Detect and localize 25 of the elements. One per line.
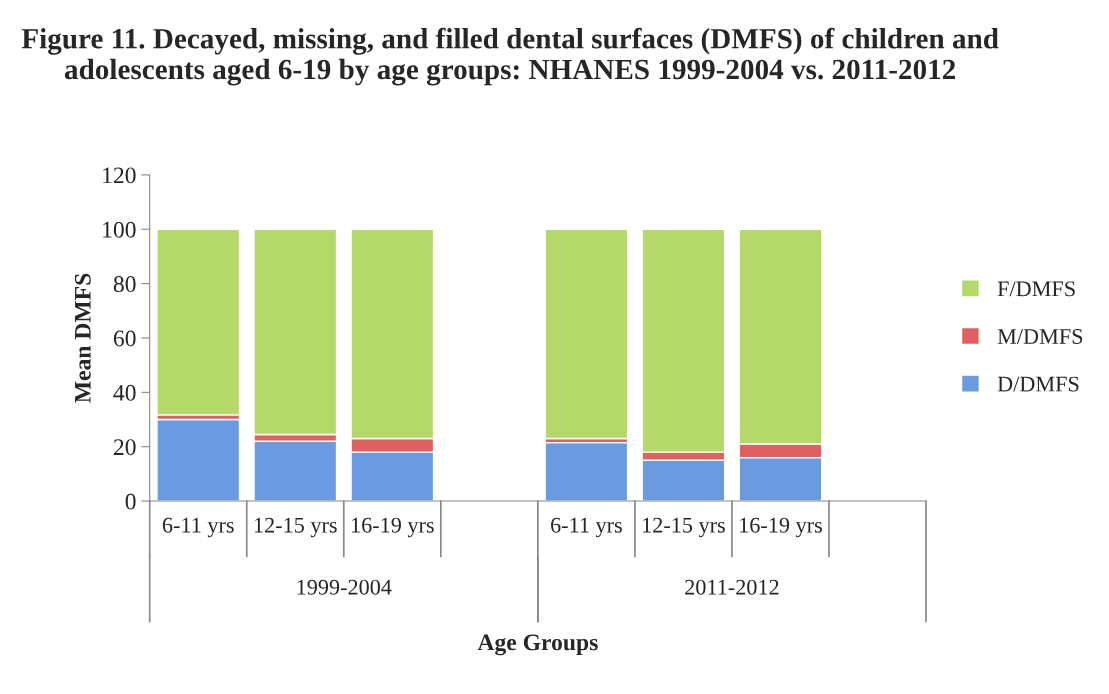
x-axis-title: Age Groups <box>477 634 598 656</box>
y-tick-label: 0 <box>125 493 136 510</box>
x-tick-label: 16-19 yrs <box>740 517 822 538</box>
legend-label: D/DMFS <box>997 376 1079 392</box>
text: 2011-2012 <box>685 579 779 595</box>
legend-label: M/DMFS <box>997 329 1083 344</box>
y-tick-label: 100 <box>103 221 136 238</box>
x-tick-label: 6-11 yrs <box>551 517 622 538</box>
bar <box>544 441 629 502</box>
bar <box>544 228 629 440</box>
y-axis-title: Mean DMFS <box>74 273 91 403</box>
legend-label: F/DMFS <box>997 281 1075 297</box>
text: 1999-2004 <box>297 579 392 595</box>
y-tick-label: 40 <box>113 384 136 401</box>
bar <box>156 228 241 416</box>
x-tick-label: 12-15 yrs <box>643 517 725 538</box>
x-tick-label: 6-11 yrs <box>162 517 234 538</box>
y-tick-label: 60 <box>113 330 136 347</box>
y-tick-label: 80 <box>113 276 136 293</box>
y-tick-label: 120 <box>103 167 136 184</box>
chart-title: Figure 11. Decayed, missing, and filled dental surfaces (DMFS) of children and adolescents aged 6-19 by age groups: NHANES 1999-2004 vs. 2011-2012 <box>21 27 999 86</box>
x-tick-label: 16-19 yrs <box>351 517 434 538</box>
y-tick-label: 20 <box>113 439 136 456</box>
x-tick-label: 12-15 yrs <box>254 517 337 538</box>
bar <box>156 418 241 502</box>
